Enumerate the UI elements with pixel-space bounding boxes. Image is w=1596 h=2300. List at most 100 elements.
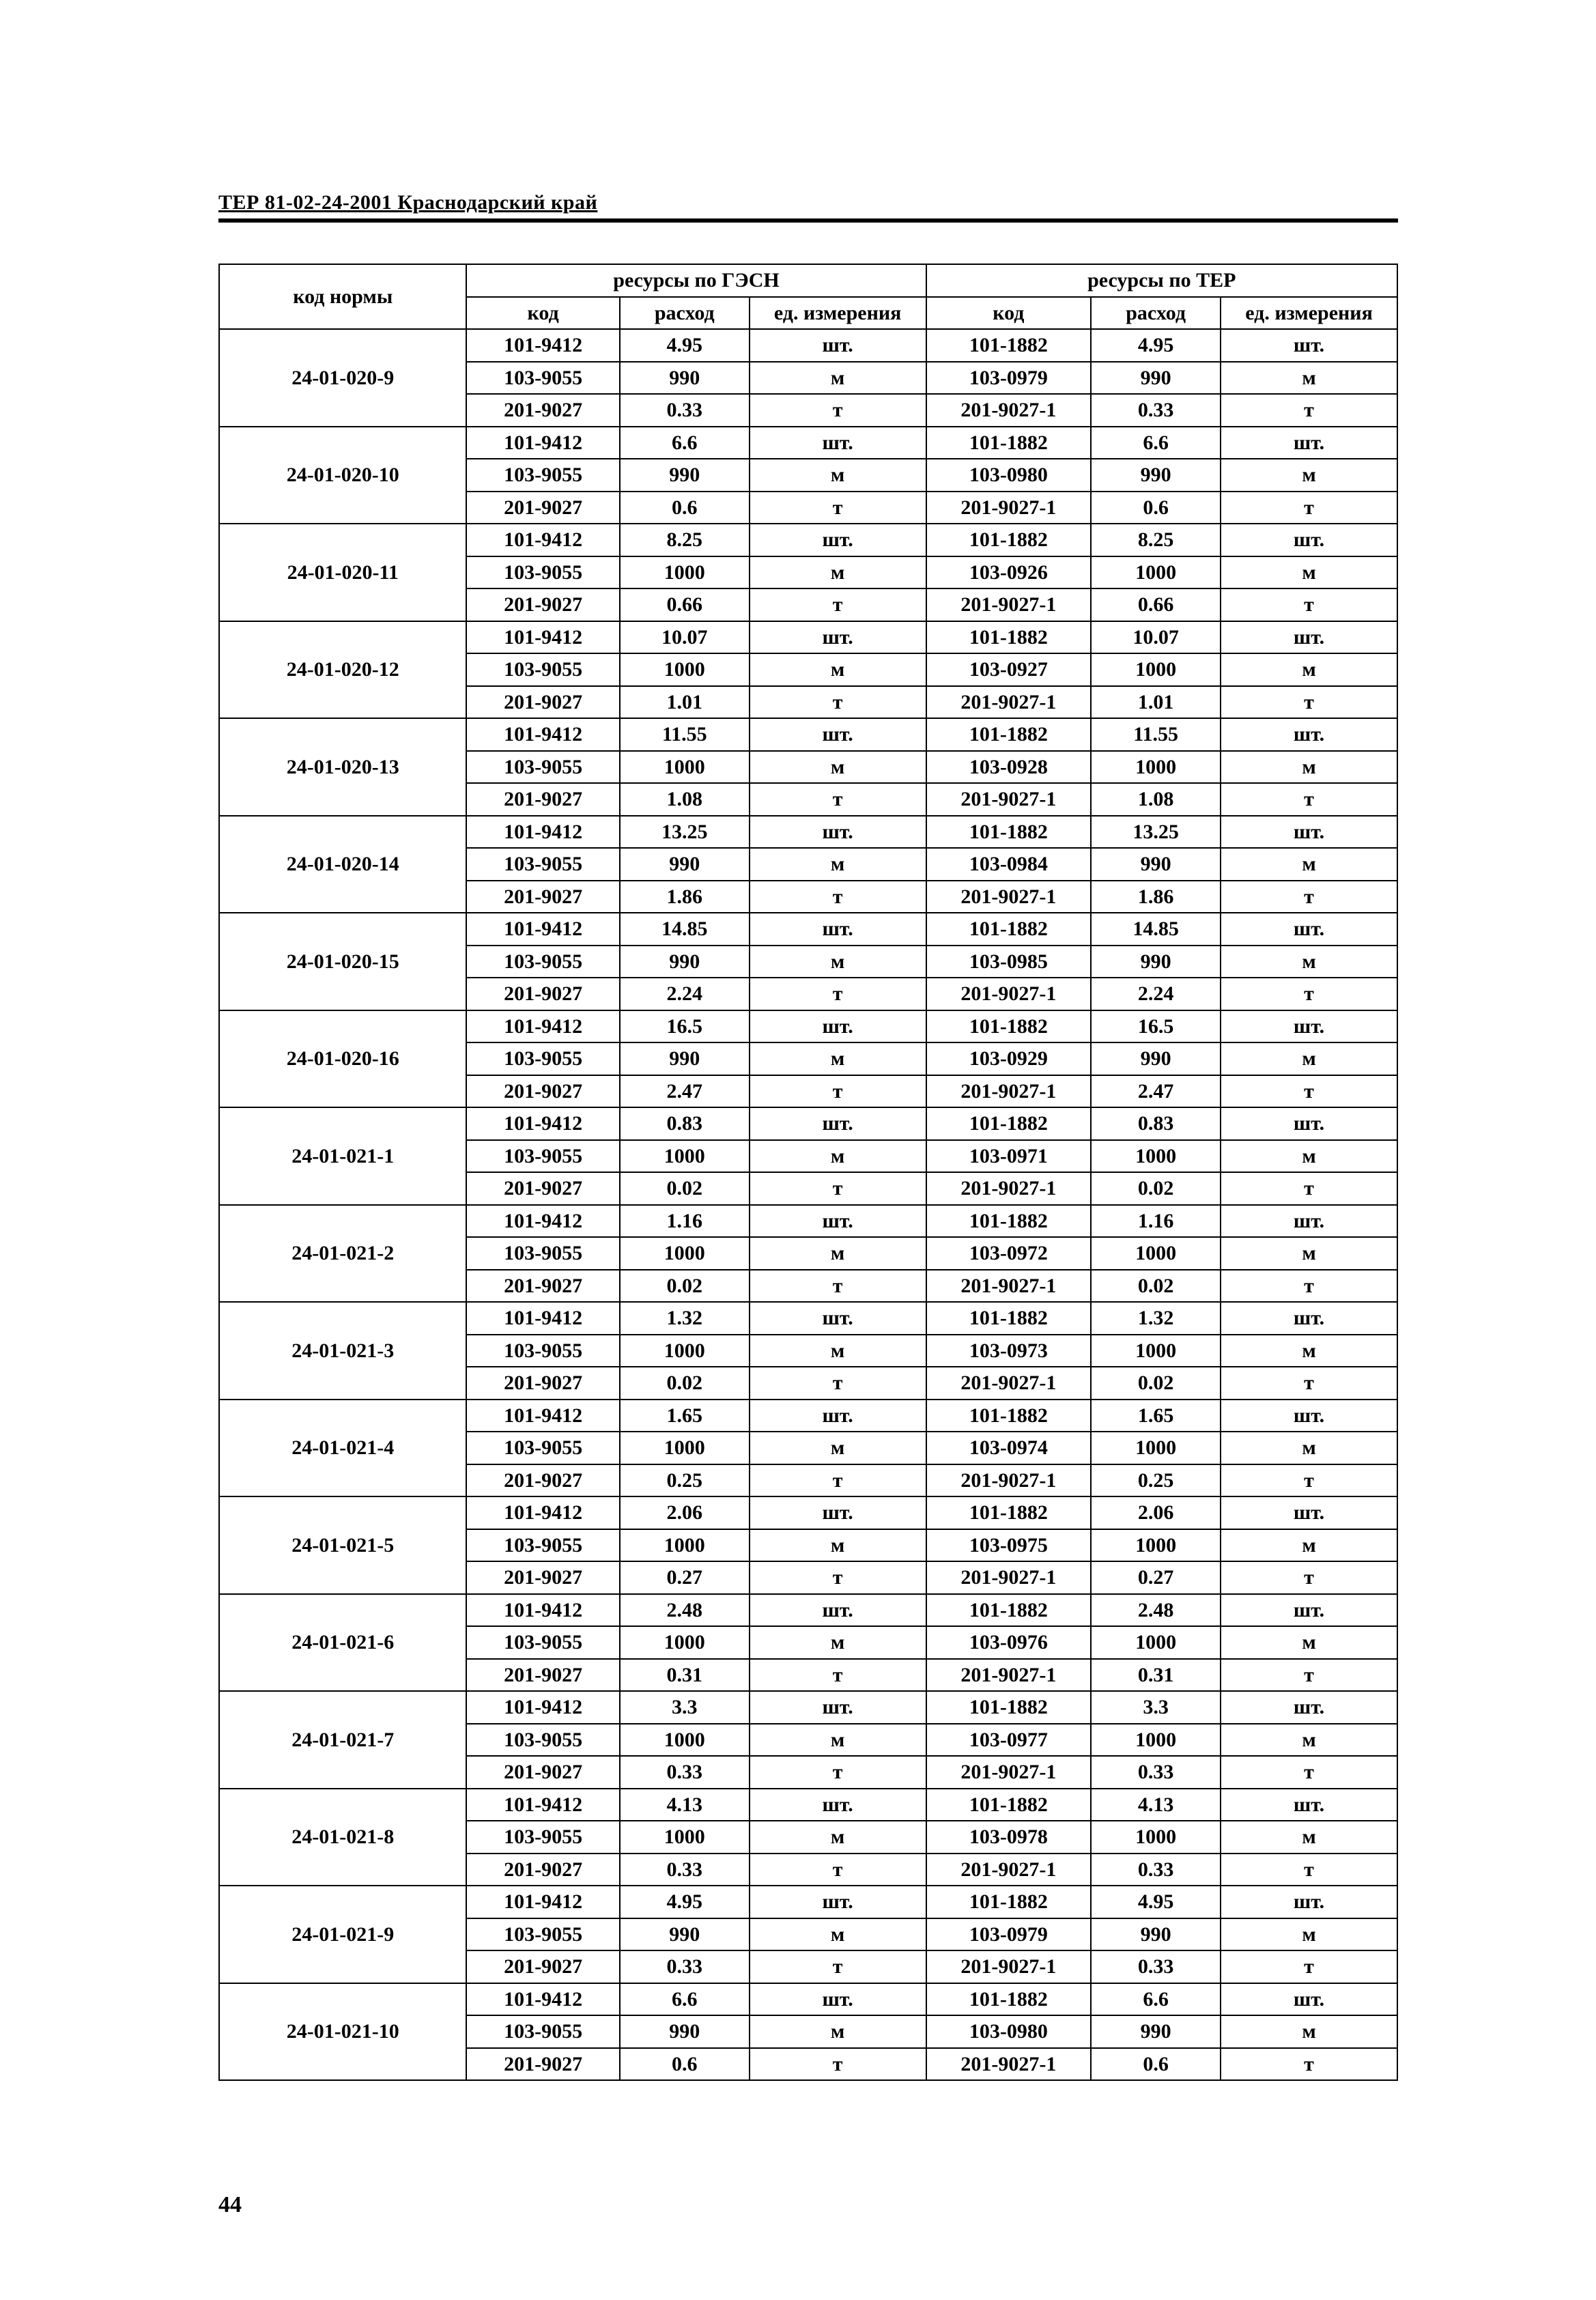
table-row: 24-01-020-9101-94124.95шт.101-18824.95шт… — [219, 329, 1397, 362]
table-body: 24-01-020-9101-94124.95шт.101-18824.95шт… — [219, 329, 1397, 2080]
cell-g2-ras: 0.33 — [1091, 1950, 1221, 1983]
cell-g2-ras: 990 — [1091, 362, 1221, 395]
cell-g1-ras: 0.02 — [620, 1367, 750, 1400]
cell-g1-ras: 1000 — [620, 556, 750, 589]
cell-g2-ras: 2.48 — [1091, 1594, 1221, 1627]
cell-g2-kod: 103-0976 — [926, 1626, 1092, 1659]
cell-g2-ras: 16.5 — [1091, 1010, 1221, 1043]
cell-g1-ed: м — [750, 1626, 926, 1659]
cell-g2-ras: 0.02 — [1091, 1367, 1221, 1400]
cell-g2-ras: 1.16 — [1091, 1205, 1221, 1238]
cell-g1-ed: м — [750, 556, 926, 589]
cell-g2-ed: т — [1221, 1464, 1397, 1497]
cell-g1-kod: 201-9027 — [466, 394, 619, 427]
cell-g2-kod: 201-9027-1 — [926, 394, 1092, 427]
cell-g1-kod: 201-9027 — [466, 1950, 619, 1983]
cell-g1-ed: т — [750, 1561, 926, 1594]
cell-g2-kod: 101-1882 — [926, 1789, 1092, 1821]
cell-g1-kod: 103-9055 — [466, 459, 619, 492]
cell-g1-ras: 1.32 — [620, 1302, 750, 1335]
cell-g2-ed: м — [1221, 1042, 1397, 1075]
cell-g1-ed: т — [750, 978, 926, 1010]
cell-g1-kod: 103-9055 — [466, 556, 619, 589]
cell-g2-ed: м — [1221, 1918, 1397, 1951]
cell-g2-ras: 4.95 — [1091, 1886, 1221, 1918]
cell-g2-ras: 0.33 — [1091, 1756, 1221, 1789]
cell-g1-ras: 3.3 — [620, 1691, 750, 1724]
cell-g2-ras: 1000 — [1091, 1432, 1221, 1464]
cell-g2-ras: 0.6 — [1091, 492, 1221, 524]
table-head-row-1: код нормы ресурсы по ГЭСН ресурсы по ТЕР — [219, 264, 1397, 297]
norm-cell: 24-01-020-12 — [219, 621, 466, 719]
page-number: 44 — [218, 2192, 242, 2218]
cell-g2-ras: 1000 — [1091, 1529, 1221, 1562]
cell-g1-ras: 4.13 — [620, 1789, 750, 1821]
cell-g2-kod: 101-1882 — [926, 1302, 1092, 1335]
cell-g1-ras: 0.6 — [620, 492, 750, 524]
norm-cell: 24-01-021-2 — [219, 1205, 466, 1303]
cell-g1-ras: 1.86 — [620, 881, 750, 913]
cell-g2-ras: 6.6 — [1091, 1983, 1221, 2016]
cell-g1-kod: 101-9412 — [466, 1594, 619, 1627]
cell-g2-kod: 103-0928 — [926, 751, 1092, 784]
cell-g1-kod: 101-9412 — [466, 524, 619, 556]
cell-g2-kod: 101-1882 — [926, 329, 1092, 362]
cell-g1-ed: шт. — [750, 718, 926, 751]
cell-g1-ras: 13.25 — [620, 816, 750, 849]
cell-g1-kod: 201-9027 — [466, 588, 619, 621]
cell-g1-ed: шт. — [750, 427, 926, 459]
cell-g1-kod: 101-9412 — [466, 1691, 619, 1724]
cell-g1-kod: 201-9027 — [466, 1270, 619, 1303]
cell-g2-kod: 101-1882 — [926, 718, 1092, 751]
cell-g1-ras: 1000 — [620, 1237, 750, 1270]
table-row: 24-01-020-11101-94128.25шт.101-18828.25ш… — [219, 524, 1397, 556]
cell-g2-kod: 201-9027-1 — [926, 1756, 1092, 1789]
cell-g1-ras: 2.48 — [620, 1594, 750, 1627]
cell-g1-kod: 101-9412 — [466, 1205, 619, 1238]
cell-g1-ed: шт. — [750, 913, 926, 946]
norm-cell: 24-01-021-4 — [219, 1400, 466, 1497]
cell-g2-ras: 2.47 — [1091, 1075, 1221, 1108]
cell-g2-ras: 1000 — [1091, 653, 1221, 686]
cell-g2-kod: 101-1882 — [926, 913, 1092, 946]
cell-g1-ed: шт. — [750, 1983, 926, 2016]
cell-g2-ed: м — [1221, 1626, 1397, 1659]
cell-g1-ed: шт. — [750, 1789, 926, 1821]
cell-g1-ras: 1000 — [620, 1529, 750, 1562]
norm-cell: 24-01-021-8 — [219, 1789, 466, 1886]
cell-g1-ed: м — [750, 1821, 926, 1854]
col-kod-1: код — [466, 297, 619, 330]
cell-g2-ed: шт. — [1221, 1496, 1397, 1529]
cell-g2-kod: 201-9027-1 — [926, 1464, 1092, 1497]
cell-g2-ras: 8.25 — [1091, 524, 1221, 556]
cell-g1-ras: 0.27 — [620, 1561, 750, 1594]
cell-g2-ras: 11.55 — [1091, 718, 1221, 751]
table-row: 24-01-021-4101-94121.65шт.101-18821.65шт… — [219, 1400, 1397, 1432]
cell-g2-ras: 0.02 — [1091, 1172, 1221, 1205]
cell-g2-kod: 103-0977 — [926, 1724, 1092, 1757]
cell-g2-kod: 201-9027-1 — [926, 492, 1092, 524]
cell-g1-kod: 101-9412 — [466, 1789, 619, 1821]
cell-g1-kod: 201-9027 — [466, 1854, 619, 1886]
cell-g1-ras: 2.06 — [620, 1496, 750, 1529]
cell-g1-ras: 990 — [620, 848, 750, 881]
cell-g2-kod: 201-9027-1 — [926, 1270, 1092, 1303]
table-row: 24-01-020-15101-941214.85шт.101-188214.8… — [219, 913, 1397, 946]
cell-g1-ras: 990 — [620, 459, 750, 492]
cell-g1-kod: 101-9412 — [466, 329, 619, 362]
cell-g1-ras: 0.31 — [620, 1659, 750, 1692]
cell-g1-ed: м — [750, 2015, 926, 2048]
cell-g2-ed: т — [1221, 783, 1397, 816]
cell-g2-ed: шт. — [1221, 329, 1397, 362]
col-ras-1: расход — [620, 297, 750, 330]
cell-g1-ras: 1000 — [620, 1140, 750, 1173]
cell-g2-ed: шт. — [1221, 1886, 1397, 1918]
norm-cell: 24-01-020-10 — [219, 427, 466, 524]
cell-g1-kod: 101-9412 — [466, 427, 619, 459]
cell-g2-ed: м — [1221, 653, 1397, 686]
table-row: 24-01-020-14101-941213.25шт.101-188213.2… — [219, 816, 1397, 849]
cell-g2-ed: м — [1221, 1237, 1397, 1270]
cell-g2-ed: м — [1221, 1140, 1397, 1173]
cell-g2-ed: т — [1221, 1561, 1397, 1594]
cell-g1-ed: шт. — [750, 1691, 926, 1724]
